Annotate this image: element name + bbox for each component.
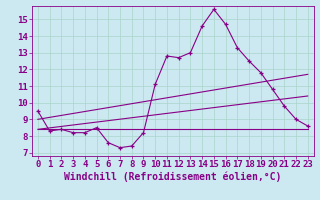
- X-axis label: Windchill (Refroidissement éolien,°C): Windchill (Refroidissement éolien,°C): [64, 172, 282, 182]
